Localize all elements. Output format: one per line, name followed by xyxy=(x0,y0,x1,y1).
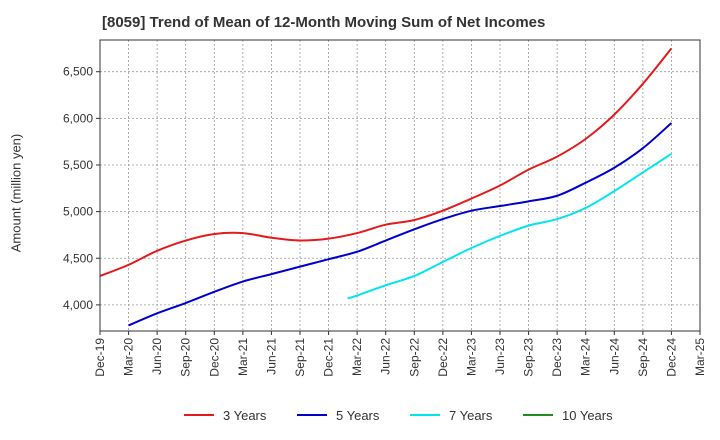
x-tick-label: Jun-22 xyxy=(379,338,393,375)
series-line xyxy=(347,152,672,300)
x-tick-label: Dec-22 xyxy=(436,338,450,377)
x-tick-label: Mar-24 xyxy=(579,338,593,376)
x-tick-label: Jun-21 xyxy=(264,338,278,375)
x-tick-label: Sep-24 xyxy=(636,338,650,377)
legend-label: 10 Years xyxy=(562,408,613,423)
series-lines xyxy=(99,47,673,327)
plot-frame xyxy=(99,39,701,332)
x-tick-label: Mar-21 xyxy=(236,338,250,376)
x-tick-label: Dec-19 xyxy=(93,338,107,377)
y-tick-label: 6,000 xyxy=(63,111,93,125)
x-tick-label: Dec-21 xyxy=(322,338,336,377)
x-axis-ticks: Dec-19 Mar-20 Jun-20 Sep-20 Dec-20 Mar-21 Jun-… xyxy=(93,331,707,377)
y-axis-ticks: 4,000 4,500 5,000 5,500 6,000 6,500 xyxy=(63,65,100,312)
x-tick-label: Mar-25 xyxy=(693,338,707,376)
y-tick-label: 5,500 xyxy=(63,158,93,172)
series-line xyxy=(128,122,673,327)
x-tick-label: Sep-21 xyxy=(293,338,307,377)
x-tick-label: Jun-24 xyxy=(607,338,621,375)
grid xyxy=(100,40,700,331)
x-tick-label: Mar-23 xyxy=(464,338,478,376)
x-tick-label: Dec-24 xyxy=(664,338,678,377)
legend-label: 7 Years xyxy=(449,408,493,423)
x-tick-label: Mar-22 xyxy=(350,338,364,376)
y-tick-label: 5,000 xyxy=(63,205,93,219)
y-tick-label: 4,000 xyxy=(63,298,93,312)
legend: 3 Years 5 Years 7 Years 10 Years xyxy=(184,408,613,423)
x-tick-label: Jun-23 xyxy=(493,338,507,375)
y-tick-label: 6,500 xyxy=(63,65,93,79)
x-tick-label: Dec-20 xyxy=(207,338,221,377)
series-line xyxy=(99,47,673,277)
x-tick-label: Jun-20 xyxy=(150,338,164,375)
legend-label: 3 Years xyxy=(223,408,267,423)
y-tick-label: 4,500 xyxy=(63,251,93,265)
x-tick-label: Sep-20 xyxy=(179,338,193,377)
x-tick-label: Sep-23 xyxy=(522,338,536,377)
legend-label: 5 Years xyxy=(336,408,380,423)
x-tick-label: Dec-23 xyxy=(550,338,564,377)
x-tick-label: Sep-22 xyxy=(407,338,421,377)
x-tick-label: Mar-20 xyxy=(122,338,136,376)
chart-title: [8059] Trend of Mean of 12-Month Moving … xyxy=(102,14,546,31)
